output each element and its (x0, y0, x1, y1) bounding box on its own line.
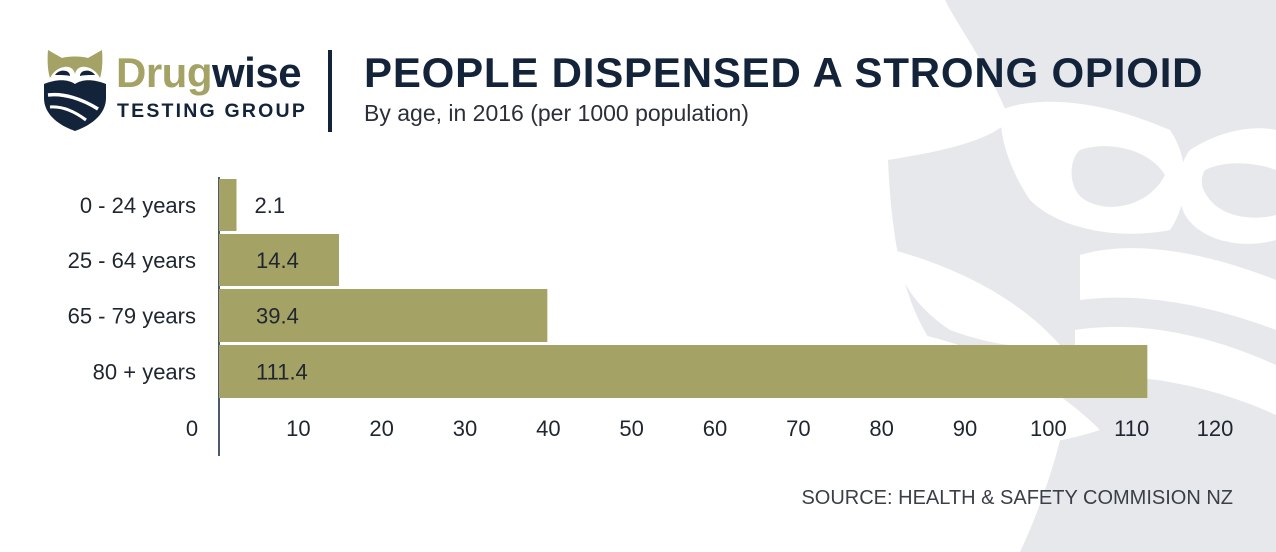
x-tick-label: 90 (953, 416, 977, 441)
bar-value-label: 14.4 (256, 248, 299, 273)
x-tick-label: 110 (1114, 416, 1149, 441)
x-tick-label: 40 (536, 416, 560, 441)
bar-value-label: 2.1 (255, 193, 286, 218)
brand-wordmark: Drugwise (116, 49, 302, 96)
bar-value-label: 111.4 (256, 360, 308, 385)
bar (219, 345, 1148, 398)
chart-subtitle: By age, in 2016 (per 1000 population) (364, 100, 749, 126)
x-tick-label: 70 (786, 416, 810, 441)
y-tick-label: 65 - 79 years (68, 304, 196, 329)
bar (219, 234, 339, 286)
chart-title: PEOPLE DISPENSED A STRONG OPIOID (364, 49, 1204, 96)
x-tick-label: 80 (869, 416, 893, 441)
x-tick-label: 20 (369, 416, 393, 441)
brand-name-drug: Drug (116, 49, 213, 96)
chart-source: SOURCE: HEALTH & SAFETY COMMISION NZ (801, 487, 1233, 509)
bar (219, 179, 237, 231)
y-tick-label: 0 - 24 years (80, 193, 196, 218)
brand-name-wise: wise (212, 49, 302, 96)
x-tick-label: 30 (453, 416, 477, 441)
x-tick-label: 60 (703, 416, 727, 441)
x-tick-label: 120 (1197, 416, 1234, 441)
x-tick-label: 100 (1030, 416, 1067, 441)
y-tick-label: 80 + years (93, 360, 196, 385)
brand-logo: Drugwise TESTING GROUP (42, 48, 312, 138)
bar-value-label: 39.4 (256, 304, 299, 329)
bar (219, 289, 548, 342)
y-tick-label: 25 - 64 years (68, 248, 196, 273)
brand-subtitle: TESTING GROUP (117, 100, 308, 122)
owl-shield-icon (44, 50, 106, 131)
x-tick-label: 0 (186, 416, 198, 441)
x-tick-label: 10 (286, 416, 310, 441)
header-divider (328, 50, 332, 132)
x-tick-label: 50 (619, 416, 643, 441)
